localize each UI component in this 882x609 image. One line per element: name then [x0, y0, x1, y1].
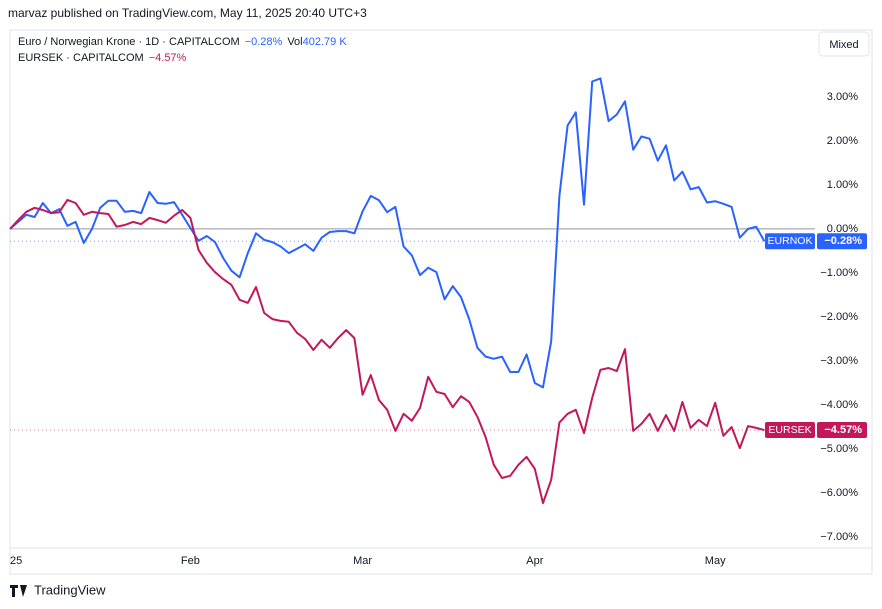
last-value-label: −4.57%	[824, 424, 862, 436]
legend-line-2: EURSEK · CAPITALCOM −4.57%	[18, 52, 187, 64]
last-value-label: −0.28%	[824, 235, 862, 247]
chart-frame	[9, 29, 873, 575]
legend-title: Euro / Norwegian Krone · 1D · CAPITALCOM	[18, 36, 240, 48]
legend-line-1: Euro / Norwegian Krone · 1D · CAPITALCOM…	[18, 36, 347, 48]
legend-title: EURSEK · CAPITALCOM	[18, 52, 144, 64]
mixed-button[interactable]: Mixed	[829, 39, 858, 51]
y-tick-label: −7.00%	[820, 531, 858, 543]
last-value-name: EURNOK	[768, 235, 813, 247]
published-note: marvaz published on TradingView.com, May…	[8, 6, 367, 20]
legend-change: −0.28%	[245, 36, 283, 48]
volume-value: 402.79 K	[303, 36, 348, 48]
mixed-button-box[interactable]	[818, 31, 870, 57]
y-tick-label: 2.00%	[827, 135, 858, 147]
x-tick-label: Feb	[181, 555, 200, 567]
brand: TradingView	[34, 582, 106, 597]
y-tick-label: 3.00%	[827, 91, 858, 103]
y-tick-label: 1.00%	[827, 179, 858, 191]
x-tick-label: 25	[10, 555, 22, 567]
y-tick-label: −2.00%	[820, 311, 858, 323]
series-line	[9, 77, 766, 389]
last-value-name: EURSEK	[768, 424, 811, 436]
legend-change: −4.57%	[149, 52, 187, 64]
y-tick-label: 0.00%	[827, 223, 858, 235]
x-tick-label: Mar	[353, 555, 372, 567]
last-value-name-box	[765, 422, 815, 439]
y-tick-label: −5.00%	[820, 443, 858, 455]
x-tick-label: May	[705, 555, 726, 567]
volume-label: Vol	[287, 36, 302, 48]
y-tick-label: −1.00%	[820, 267, 858, 279]
y-tick-label: −6.00%	[820, 487, 858, 499]
last-value-box	[817, 233, 867, 250]
last-value-box	[817, 422, 867, 439]
x-tick-label: Apr	[526, 555, 543, 567]
series-line	[9, 198, 765, 505]
last-value-name-box	[765, 233, 815, 250]
y-tick-label: −4.00%	[820, 399, 858, 411]
brand-logo	[10, 585, 27, 597]
y-tick-label: −3.00%	[820, 355, 858, 367]
